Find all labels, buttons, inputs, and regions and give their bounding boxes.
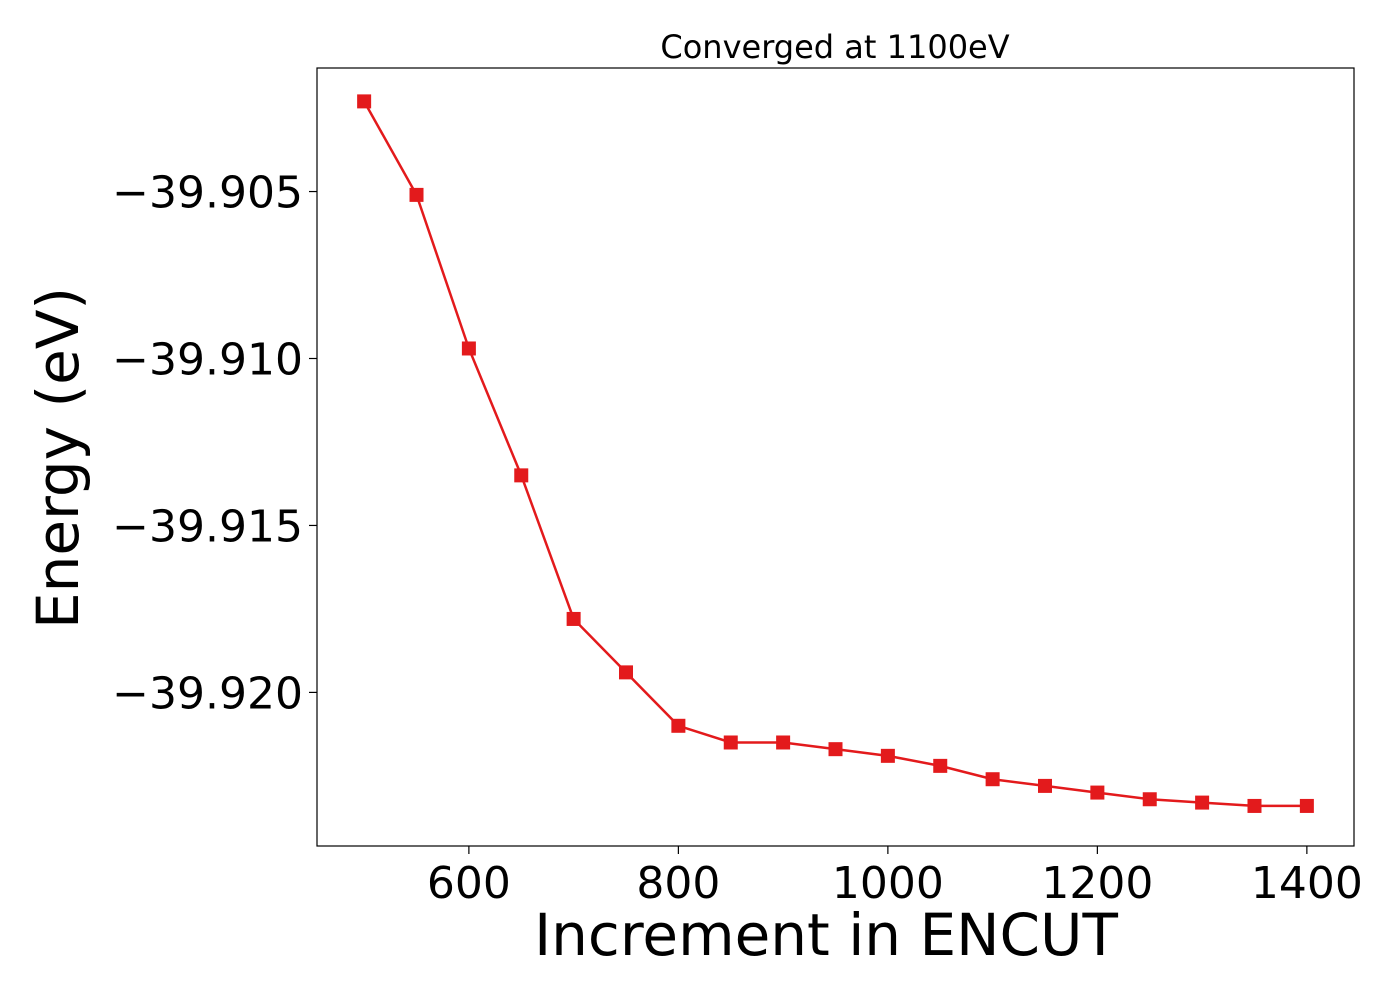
y-tick-label: −39.910 [112, 334, 303, 385]
data-point [933, 758, 948, 773]
y-axis-label: Energy (eV) [24, 287, 92, 629]
plot-area [357, 94, 1314, 813]
data-point [566, 611, 581, 626]
data-point [723, 735, 738, 750]
data-point [357, 94, 372, 109]
x-tick-label: 1000 [832, 858, 944, 909]
series-line [363, 100, 1307, 808]
data-point [1299, 798, 1314, 813]
data-point [514, 468, 529, 483]
plot-frame [316, 67, 1355, 847]
chart-title: Converged at 1100eV [660, 28, 1009, 66]
y-tick-label: −39.905 [112, 168, 303, 219]
x-tick-label: 800 [636, 858, 720, 909]
x-tick-label: 600 [427, 858, 511, 909]
data-point [671, 718, 686, 733]
data-point [828, 742, 843, 757]
data-point [1247, 798, 1262, 813]
data-point [985, 772, 1000, 787]
data-point [1090, 785, 1105, 800]
data-point [1037, 778, 1052, 793]
x-axis: 600 800 1000 1200 1400 [427, 846, 1363, 909]
data-point [409, 187, 424, 202]
data-point [1142, 792, 1157, 807]
y-tick-label: −39.920 [112, 668, 303, 719]
data-point [776, 735, 791, 750]
x-axis-label: Increment in ENCUT [534, 901, 1118, 969]
data-point [1195, 795, 1210, 810]
x-tick-label: 1400 [1251, 858, 1363, 909]
y-tick-label: −39.915 [112, 501, 303, 552]
data-point [461, 341, 476, 356]
data-point [619, 665, 634, 680]
data-point [880, 748, 895, 763]
x-tick-label: 1200 [1041, 858, 1153, 909]
y-axis: −39.905 −39.910 −39.915 −39.920 [112, 168, 317, 719]
